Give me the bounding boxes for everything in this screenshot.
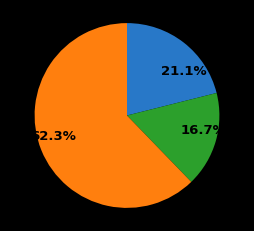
Text: 16.7%: 16.7%	[180, 124, 226, 137]
Text: 21.1%: 21.1%	[161, 65, 207, 78]
Wedge shape	[35, 23, 191, 208]
Wedge shape	[127, 93, 219, 182]
Text: 62.3%: 62.3%	[30, 130, 76, 143]
Wedge shape	[127, 23, 217, 116]
